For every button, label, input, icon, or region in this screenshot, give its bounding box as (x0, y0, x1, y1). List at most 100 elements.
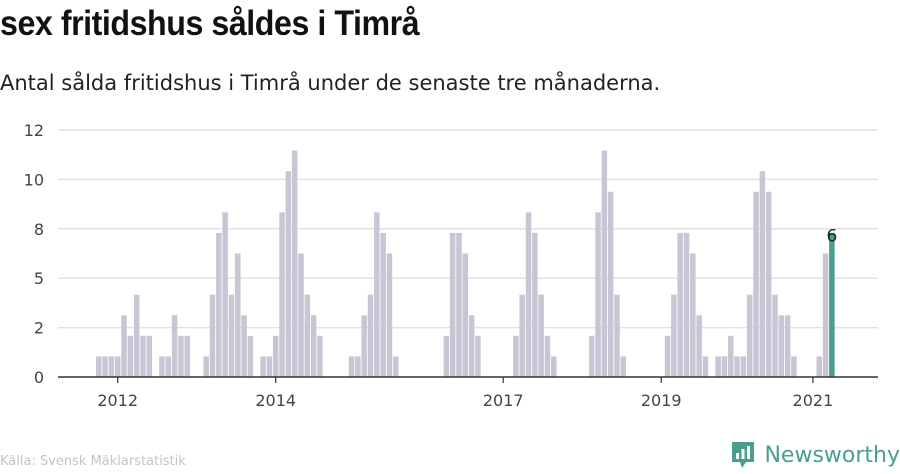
bar (683, 232, 690, 377)
y-tick-label: 8 (34, 220, 44, 239)
bar (159, 356, 165, 377)
data-labels: 6 (826, 227, 837, 247)
x-tick-label: 2017 (483, 391, 524, 410)
bar (102, 356, 108, 377)
bar (772, 294, 778, 377)
y-tick-label: 2 (34, 319, 44, 338)
bar (721, 356, 728, 377)
bar (588, 335, 595, 377)
bar (165, 356, 172, 377)
bar (247, 335, 254, 377)
bar (702, 356, 709, 377)
bar (443, 335, 450, 377)
bar (140, 335, 146, 377)
bar (614, 294, 620, 377)
bar (127, 335, 134, 377)
bar (380, 232, 386, 377)
bar (544, 335, 551, 377)
y-axis-tick-labels: 0 2 5 8 10 12 (24, 121, 44, 387)
bar (228, 294, 235, 377)
highlight-bar (829, 232, 835, 377)
y-tick-label: 12 (24, 121, 44, 140)
bar (449, 232, 456, 377)
highlight-value-label: 6 (826, 227, 837, 247)
x-tick-label: 2021 (793, 391, 834, 410)
bar (671, 294, 677, 377)
bar (462, 253, 469, 377)
newsworthy-logo-icon (732, 442, 755, 468)
brand-logo[interactable]: Newsworthy (730, 440, 900, 470)
bar (291, 150, 298, 377)
bar (279, 212, 285, 377)
y-tick-label: 10 (24, 170, 44, 189)
bar (475, 335, 481, 377)
bar (822, 253, 829, 377)
bar (734, 356, 740, 377)
bar (753, 191, 759, 377)
bar (203, 356, 209, 377)
bar (715, 356, 721, 377)
bar (285, 171, 292, 377)
brand-name: Newsworthy (764, 442, 900, 468)
bar (784, 315, 791, 377)
bar (765, 191, 772, 377)
bar (746, 294, 753, 377)
bar (538, 294, 544, 377)
bar (222, 212, 228, 377)
bar (241, 315, 247, 377)
bar (664, 335, 671, 377)
bar (367, 294, 374, 377)
bar (108, 356, 115, 377)
bar (607, 191, 614, 377)
bar (235, 253, 241, 377)
bar (348, 356, 355, 377)
bars (96, 150, 835, 377)
bar (519, 294, 525, 377)
bar (677, 232, 683, 377)
x-tick-label: 2012 (97, 391, 138, 410)
bar (690, 253, 696, 377)
bar (740, 356, 747, 377)
chart-subtitle: Antal sålda fritidshus i Timrå under de … (0, 71, 661, 95)
bar (114, 356, 121, 377)
bar (620, 356, 627, 377)
bar (146, 335, 153, 377)
y-tick-label: 5 (34, 269, 44, 288)
bar (216, 232, 222, 377)
y-tick-label: 0 (34, 368, 44, 387)
bar (298, 253, 304, 377)
bar (133, 294, 140, 377)
x-tick-label: 2014 (255, 391, 296, 410)
bar (355, 356, 361, 377)
bar (595, 212, 601, 377)
bar (361, 315, 367, 377)
bar (513, 335, 519, 377)
bar (121, 315, 127, 377)
bar (468, 315, 475, 377)
bar (386, 253, 393, 377)
bar (266, 356, 273, 377)
bar (696, 315, 702, 377)
bar (551, 356, 557, 377)
bar (374, 212, 380, 377)
chart-title: sex fritidshus såldes i Timrå (0, 4, 420, 43)
gridlines (58, 129, 878, 329)
bar (304, 294, 311, 377)
bar (272, 335, 279, 377)
bar (317, 335, 323, 377)
bar (393, 356, 399, 377)
bar (184, 335, 190, 377)
bar (816, 356, 822, 377)
bar (178, 335, 184, 377)
source-note: Källa: Svensk Mäklarstatistik (0, 454, 186, 469)
bar (96, 356, 102, 377)
bar-chart: 0 2 5 8 10 12 2012 2014 2017 2019 2021 6 (24, 121, 878, 410)
bar (209, 294, 216, 377)
bar (728, 335, 734, 377)
bar (525, 212, 532, 377)
bar (532, 232, 538, 377)
bar (456, 232, 462, 377)
bar (171, 315, 178, 377)
x-axis-ticks: 2012 2014 2017 2019 2021 (97, 377, 833, 410)
bar (778, 315, 785, 377)
